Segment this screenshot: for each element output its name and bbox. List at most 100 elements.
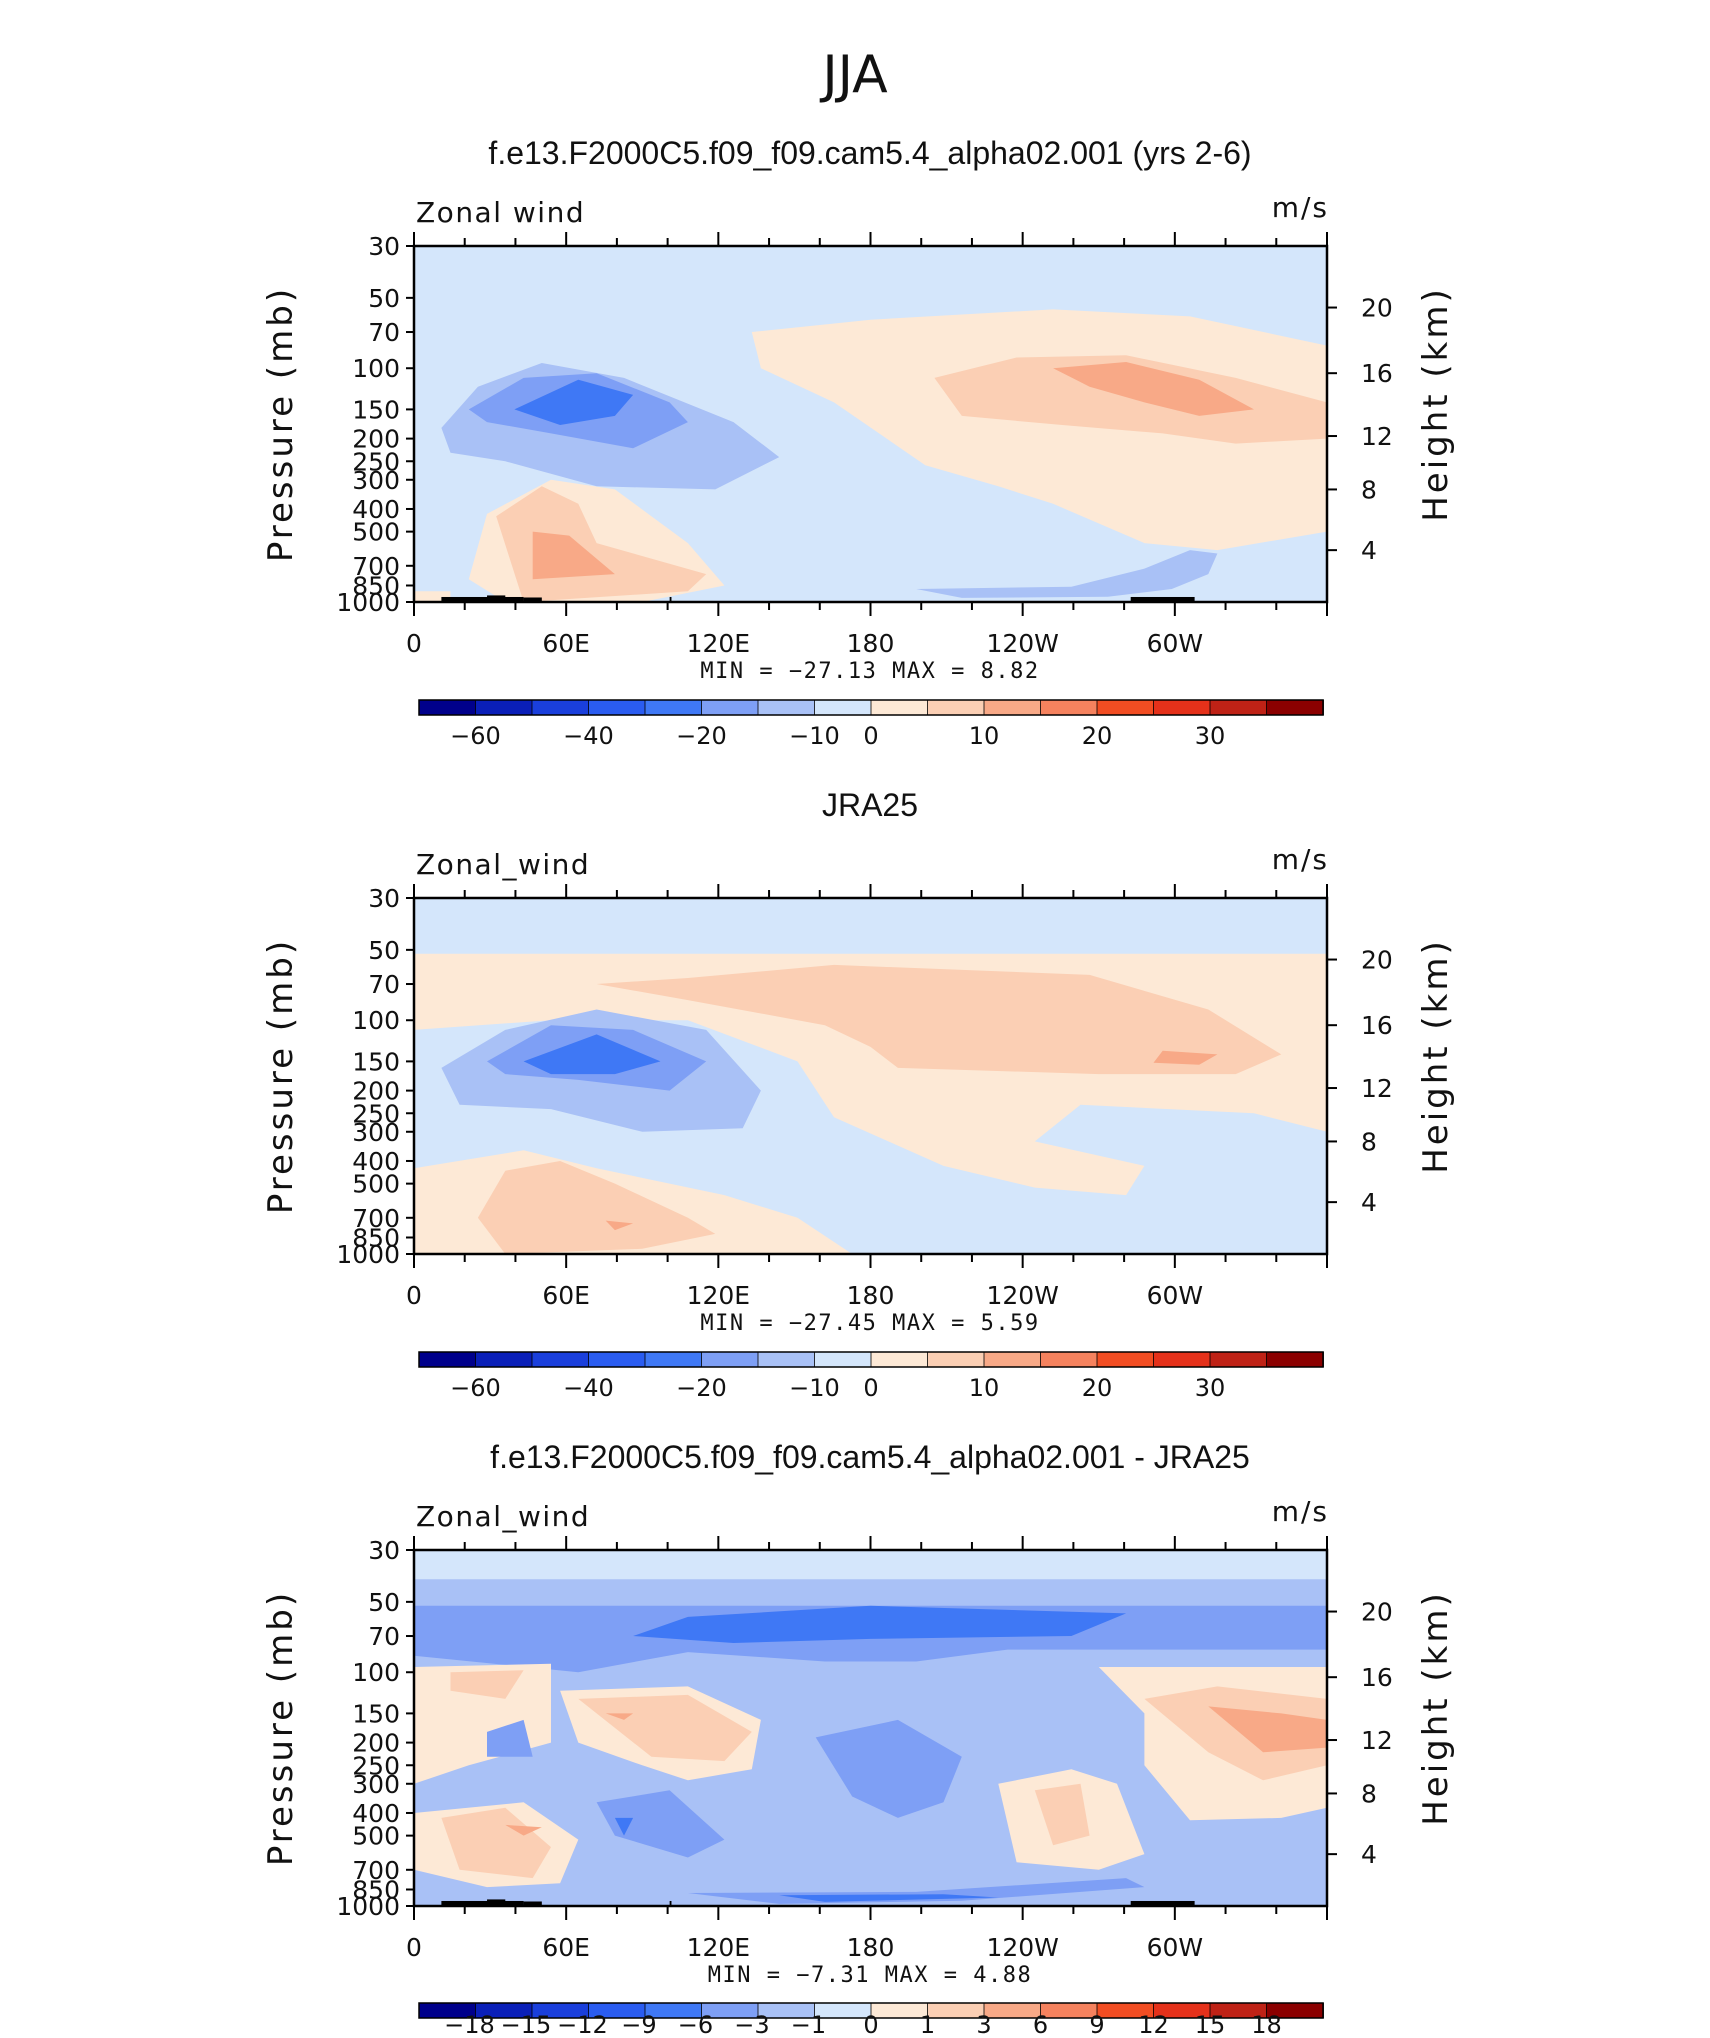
height-tick-label: 16	[1361, 1011, 1393, 1040]
page-title: JJA	[819, 45, 888, 105]
contour-region	[1208, 1706, 1327, 1753]
contour-region	[605, 1220, 634, 1231]
colorbar-label: −60	[450, 722, 501, 750]
pressure-tick-label: 30	[368, 1536, 400, 1565]
height-tick-label: 20	[1361, 946, 1393, 975]
colorbar-label: 0	[863, 722, 878, 750]
colorbar-swatch	[531, 1351, 590, 1368]
colorbar-swatch	[418, 1351, 477, 1368]
pressure-tick-label: 700	[352, 1204, 400, 1233]
colorbar: −60 −40 −20 −10 0 10 20 30	[418, 1351, 1324, 1402]
contour-region	[596, 1790, 725, 1858]
colorbar-swatch	[418, 699, 477, 716]
pressure-tick-label: 50	[368, 284, 400, 313]
pressure-tick-label: 500	[352, 1822, 400, 1851]
pressure-tick-label: 70	[368, 1622, 400, 1651]
topography-bar	[669, 1900, 672, 1906]
contour-region	[414, 1663, 551, 1784]
pressure-tick-label: 50	[368, 936, 400, 965]
height-tick-label: 4	[1361, 1840, 1377, 1869]
minmax-label: MIN = −7.31 MAX = 4.88	[708, 1963, 1032, 1988]
height-tick-label: 12	[1361, 1074, 1393, 1103]
colorbar-label: −15	[501, 2011, 552, 2038]
colorbar-label: 18	[1251, 2011, 1282, 2038]
topography-bar	[487, 1899, 506, 1906]
pressure-tick-label: 150	[352, 1047, 400, 1076]
colorbar-swatch	[1096, 699, 1155, 716]
colorbar-label: 3	[976, 2011, 991, 2038]
pressure-tick-label: 200	[352, 1729, 400, 1758]
contour-region	[779, 1894, 999, 1902]
contour-fills	[414, 953, 1327, 1254]
y2-axis-title: Height (km)	[1416, 286, 1456, 522]
x-tick-label: 0	[406, 1933, 422, 1962]
x-tick-label: 120W	[986, 629, 1058, 658]
colorbar-swatch	[701, 1351, 759, 1368]
minmax-label: MIN = −27.45 MAX = 5.59	[700, 1311, 1039, 1336]
variable-label: Zonal wind	[416, 196, 585, 229]
topography-bar	[669, 596, 672, 602]
x-tick-label: 60W	[1147, 1281, 1204, 1310]
x-tick-label: 60W	[1147, 1933, 1204, 1962]
pressure-tick-label: 300	[352, 1770, 400, 1799]
contour-region	[477, 1161, 716, 1254]
colorbar: −60 −40 −20 −10 0 10 20 30	[418, 699, 1324, 750]
pressure-tick-label: 400	[352, 495, 400, 524]
contour-region	[441, 1807, 551, 1879]
chart-title: JRA25	[822, 787, 918, 823]
colorbar-label: 30	[1195, 722, 1226, 750]
colorbar-swatch	[757, 1351, 816, 1368]
colorbar-swatch	[1209, 1351, 1268, 1368]
pressure-tick-label: 400	[352, 1147, 400, 1176]
contour-region	[1144, 1686, 1327, 1781]
pressure-tick-label: 70	[368, 318, 400, 347]
pressure-tick-label: 700	[352, 1856, 400, 1885]
colorbar-frame	[418, 2002, 1324, 2019]
pressure-tick-label: 500	[352, 1170, 400, 1199]
y2-axis-title: Height (km)	[1416, 1590, 1456, 1826]
x-tick-label: 120W	[986, 1933, 1058, 1962]
colorbar-label: −1	[791, 2011, 826, 2038]
chart-title: f.e13.F2000C5.f09_f09.cam5.4_alpha02.001…	[490, 1439, 1250, 1475]
pressure-tick-label: 700	[352, 552, 400, 581]
height-tick-label: 8	[1361, 475, 1377, 504]
colorbar-swatch	[475, 699, 533, 716]
colorbar-frame	[418, 699, 1324, 716]
colorbar-label: 30	[1195, 1374, 1226, 1402]
units-label: m/s	[1272, 1495, 1329, 1528]
topography-bar	[441, 596, 524, 602]
colorbar-label: 20	[1082, 722, 1113, 750]
minmax-label: MIN = −27.13 MAX = 8.82	[700, 659, 1039, 684]
colorbar-label: −12	[557, 2011, 608, 2038]
colorbar-label: 12	[1138, 2011, 1169, 2038]
contour-fills	[414, 309, 1327, 602]
colorbar-label: −40	[563, 722, 614, 750]
height-tick-label: 20	[1361, 1598, 1393, 1627]
pressure-tick-label: 100	[352, 1658, 400, 1687]
colorbar-swatch	[588, 1351, 646, 1368]
units-label: m/s	[1272, 843, 1329, 876]
pressure-tick-label: 1000	[336, 588, 400, 617]
pressure-tick-label: 1000	[336, 1240, 400, 1269]
pressure-tick-label: 70	[368, 970, 400, 999]
height-tick-label: 12	[1361, 1726, 1393, 1755]
colorbar-label: −60	[450, 1374, 501, 1402]
colorbar-swatch	[983, 1351, 1042, 1368]
pressure-tick-label: 300	[352, 1118, 400, 1147]
colorbar-swatch	[1040, 699, 1098, 716]
pressure-tick-label: 200	[352, 425, 400, 454]
colorbar-swatch	[927, 699, 985, 716]
colorbar: −18 −15 −12 −9 −6 −3 −1 0 1 3 6 9 12 15 18	[418, 2002, 1324, 2038]
colorbar-label: −6	[678, 2011, 713, 2038]
colorbar-label: 0	[863, 2011, 878, 2038]
colorbar-swatch	[1096, 1351, 1155, 1368]
chart-panel-3: f.e13.F2000C5.f09_f09.cam5.4_alpha02.001…	[261, 1439, 1456, 2038]
contour-region	[578, 1694, 752, 1762]
colorbar-swatch	[1266, 699, 1324, 716]
contour-region	[815, 1719, 962, 1818]
topography-bar	[1130, 1900, 1195, 1906]
height-tick-label: 8	[1361, 1779, 1377, 1808]
colorbar-swatch	[870, 699, 929, 716]
